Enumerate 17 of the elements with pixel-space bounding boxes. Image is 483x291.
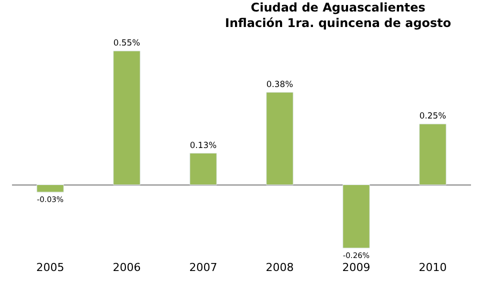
x-tick-label: 2009 [342, 261, 370, 274]
x-tick-label: 2007 [189, 261, 218, 274]
data-label: 0.13% [190, 140, 217, 150]
x-tick-label: 2005 [36, 261, 64, 274]
x-tick-label: 2008 [266, 261, 294, 274]
bar [266, 92, 294, 186]
data-label: 0.55% [113, 38, 140, 48]
data-label: 0.25% [419, 110, 446, 121]
bar [113, 50, 140, 186]
bar [419, 124, 446, 186]
x-tick-label: 2010 [418, 261, 447, 274]
bar [190, 152, 217, 186]
bar [36, 184, 64, 192]
bar [342, 184, 370, 248]
chart-title: Ciudad de Aguascalientes Inflación 1ra. quincena de agosto [225, 0, 452, 30]
data-label: 0.38% [266, 79, 294, 90]
x-tick-label: 2006 [112, 261, 141, 274]
